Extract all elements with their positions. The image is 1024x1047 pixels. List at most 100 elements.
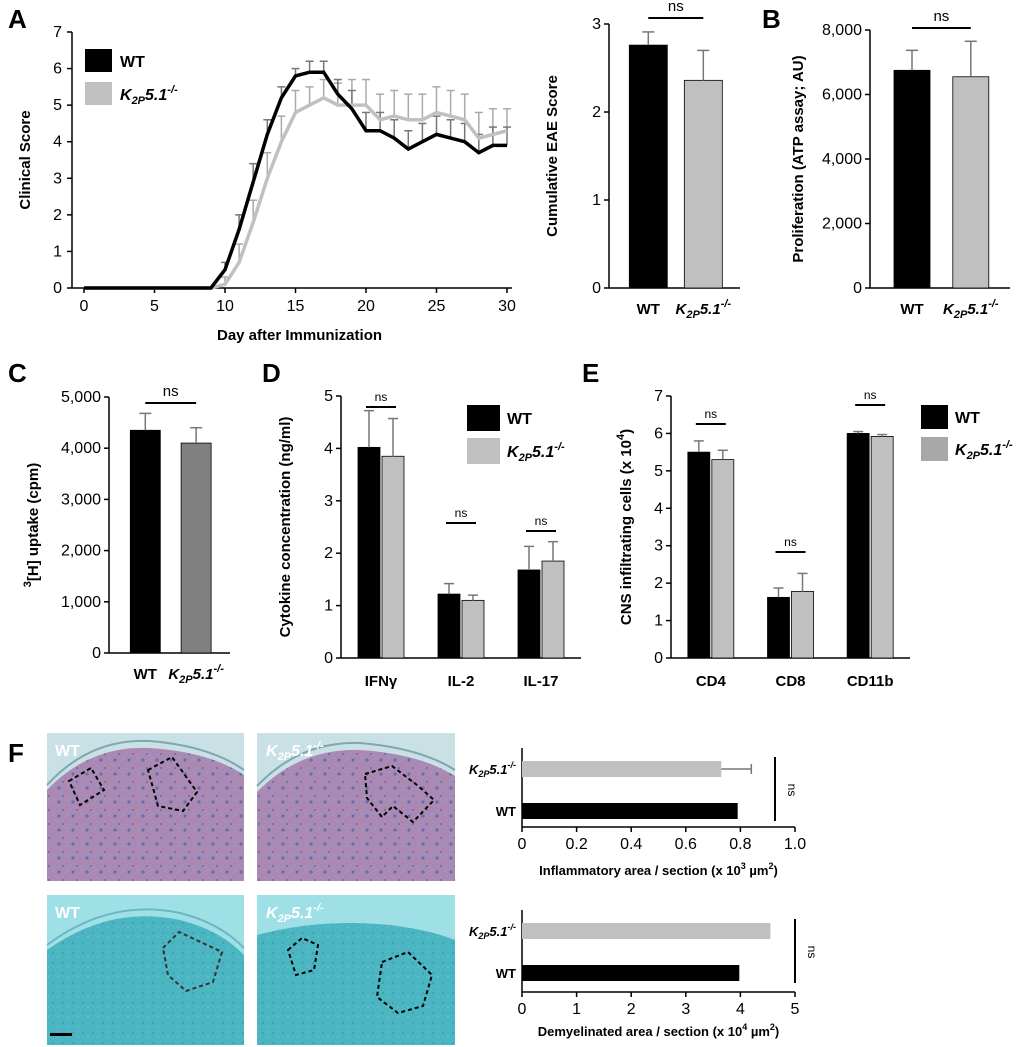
y-tick-label: 1: [53, 243, 62, 260]
bar-wt: [437, 593, 461, 659]
y-tick-label: 3,000: [61, 491, 101, 508]
y-axis-label: Cumulative EAE Score: [544, 75, 561, 237]
micrograph-he-ko: K2P5.1-/-: [256, 733, 456, 881]
lesion-outline: [375, 950, 434, 1015]
chart-cns-cells: 0 1 2 3 4 5 6 7 CD4 ns CD8 ns CD11b ns CNS infiltratin…: [615, 388, 910, 690]
bar-wt: [846, 433, 870, 659]
y-tick-label: 3: [592, 16, 601, 33]
tissue: [257, 749, 455, 881]
y-tick-label: 1: [324, 598, 333, 615]
y-tick-label: 2: [592, 104, 601, 121]
y-tick-label: K2P5.1-/-: [469, 760, 516, 779]
x-tick-label: 5: [791, 1001, 800, 1018]
x-axis-label: Demyelinated area / section (x 104 µm2): [538, 1022, 780, 1039]
legend-a: WT K2P5.1-/-: [85, 49, 178, 107]
bar-ko: [381, 455, 405, 659]
panel-letter-d: D: [262, 358, 281, 388]
bar-wt: [767, 596, 790, 659]
chart-thymidine-uptake: 0 1,000 2,000 3,000 4,000 5,000 WT K2P5.1-/- ns 3…: [22, 383, 230, 686]
y-axis-label: Cytokine concentration (ng/ml): [277, 417, 294, 638]
legend-swatch-wt: [467, 405, 500, 431]
y-tick-label: 8,000: [822, 22, 862, 39]
chart-proliferation: 0 2,000 4,000 6,000 8,000 WT K2P5.1-/- ns Prolif…: [790, 8, 1010, 321]
x-tick-label: WT: [134, 666, 157, 683]
x-tick-label: WT: [900, 301, 923, 318]
micrograph-label: WT: [55, 905, 80, 922]
bar-ko: [522, 923, 771, 939]
x-tick-label: 0: [518, 836, 527, 853]
y-axis-label: 3[H] uptake (cpm): [22, 463, 42, 587]
x-tick-label: 5: [150, 298, 159, 315]
x-tick-label: 0: [518, 1001, 527, 1018]
series-line-ko: [84, 95, 508, 290]
x-tick-label: 0.2: [565, 836, 587, 853]
bar-wt: [893, 69, 931, 289]
chart-cumulative-eae: 0 1 2 3 WT K2P5.1-/- ns Cumulative EAE Score: [544, 0, 740, 321]
chart-demyelinated-area: 0 1 2 3 4 5 K2P5.1-/- WT ns Demyelinated area / s…: [469, 910, 819, 1039]
y-tick-label: 5: [53, 97, 62, 114]
bar-wt: [522, 965, 740, 981]
x-tick-label: K2P5.1-/-: [168, 663, 224, 686]
bar-ko: [683, 79, 723, 289]
significance-label: ns: [668, 0, 684, 15]
panel-letter-e: E: [582, 358, 599, 388]
micrograph-label: K2P5.1-/-: [266, 902, 324, 925]
x-tick-label: IFNγ: [365, 673, 398, 690]
y-tick-label: 0: [654, 650, 663, 667]
legend-swatch-ko: [85, 82, 112, 105]
x-tick-label: 0.6: [675, 836, 697, 853]
x-tick-label: IL-17: [523, 673, 558, 690]
y-tick-label: 1: [592, 192, 601, 209]
y-tick-label: 0: [92, 645, 101, 662]
x-tick-label: 1: [572, 1001, 581, 1018]
x-tick-label: 1.0: [784, 836, 806, 853]
bar-wt: [129, 429, 161, 654]
panel-letter-c: C: [8, 358, 27, 388]
chart-clinical-score: 0 1 2 3 4 5 6 7 0 5 10 15 20 25 30 Day after Immunizati…: [17, 24, 516, 344]
x-tick-label: 4: [736, 1001, 745, 1018]
lesion-outline: [146, 755, 199, 813]
micrograph-lfb-ko: K2P5.1-/-: [257, 895, 455, 1045]
bar-ko: [541, 560, 565, 659]
x-tick-label: 25: [428, 298, 446, 315]
significance-label: ns: [933, 8, 949, 25]
bar-wt: [522, 803, 738, 819]
y-tick-label: 0: [592, 280, 601, 297]
y-tick-label: 3: [654, 538, 663, 555]
y-tick-label: WT: [496, 804, 516, 819]
significance-label: ns: [535, 514, 548, 528]
y-tick-label: 4: [324, 440, 333, 457]
scale-bar: [50, 1033, 72, 1036]
y-tick-label: 2: [53, 207, 62, 224]
significance-label: ns: [375, 390, 388, 404]
legend-swatch-ko: [921, 437, 948, 461]
tissue: [257, 922, 455, 1045]
y-axis-label: CNS infiltrating cells (x 104): [615, 429, 635, 625]
x-tick-label: 0.4: [620, 836, 642, 853]
x-tick-label: K2P5.1-/-: [676, 298, 732, 321]
lesion-outline: [161, 930, 224, 993]
y-tick-label: 6: [53, 61, 62, 78]
x-tick-label: IL-2: [448, 673, 475, 690]
y-tick-label: 3: [53, 170, 62, 187]
significance-label: ns: [864, 388, 877, 402]
significance-label: ns: [785, 784, 799, 797]
significance-label: ns: [704, 407, 717, 421]
legend-label-wt: WT: [507, 411, 532, 428]
legend-label-ko: K2P5.1-/-: [120, 84, 178, 107]
x-tick-label: 10: [216, 298, 234, 315]
x-tick-label: 30: [498, 298, 516, 315]
legend-e: WT K2P5.1-/-: [921, 405, 1013, 462]
y-tick-label: 1,000: [61, 594, 101, 611]
tissue: [47, 747, 244, 881]
y-tick-label: 4: [654, 500, 663, 517]
legend-label-ko: K2P5.1-/-: [507, 441, 565, 464]
bar-ko: [522, 761, 722, 777]
meninges: [46, 739, 245, 786]
bar-wt: [357, 446, 381, 659]
meninges: [46, 908, 245, 949]
bar-ko: [791, 590, 814, 659]
y-tick-label: 2: [654, 575, 663, 592]
legend-label-ko: K2P5.1-/-: [955, 439, 1013, 462]
